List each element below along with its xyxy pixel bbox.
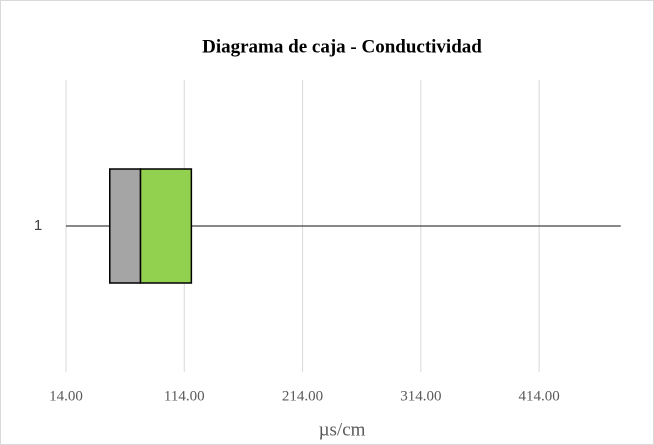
chart-title: Diagrama de caja - Conductividad <box>202 36 482 57</box>
box-lower <box>109 168 142 284</box>
x-tick-label: 414.00 <box>518 388 559 404</box>
x-tick-label: 14.00 <box>49 388 83 404</box>
x-tick-label: 314.00 <box>400 388 441 404</box>
y-tick-label: 1 <box>34 217 42 234</box>
box-upper <box>139 168 193 284</box>
x-axis-label: µs/cm <box>319 419 366 440</box>
x-tick-label: 214.00 <box>282 388 323 404</box>
x-tick-label: 114.00 <box>164 388 205 404</box>
